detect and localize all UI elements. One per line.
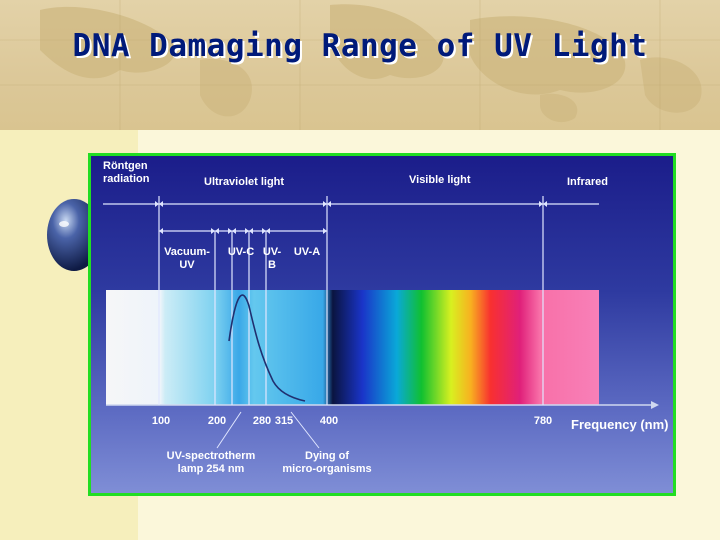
tick-label: 780 [533,415,553,427]
spectrum-graphics [103,196,659,449]
ultraviolet-label: Ultraviolet light [204,176,285,188]
absorption-curve [228,294,306,402]
frequency-axis-label: Frequency (nm) [571,417,669,432]
lamp-note: UV-spectrotherm lamp 254 nm [166,450,256,475]
tick-label: 315 [274,415,294,427]
visible-light-label: Visible light [409,174,471,186]
uv-c-label: UV-C [227,246,255,258]
header-map-banner: DNA Damaging Range of UV Light [0,0,720,130]
globe-icon [47,199,100,271]
tick-label: 280 [252,415,272,427]
infrared-label: Infrared [567,176,608,188]
vacuum-uv-label: Vacuum- UV [164,246,210,271]
tick-label: 200 [207,415,227,427]
uv-b-label: UV- B [262,246,282,271]
world-map-background [0,0,720,130]
rontgen-label: Röntgen radiation [103,160,150,185]
dying-note: Dying of micro-organisms [282,450,372,475]
uv-a-label: UV-A [293,246,321,258]
tick-label: 100 [151,415,171,427]
page-title: DNA Damaging Range of UV Light [72,28,648,64]
uv-spectrum-diagram: Röntgen radiation Ultraviolet light Visi… [88,153,676,496]
tick-label: 400 [319,415,339,427]
spectrum-bar [106,290,599,405]
